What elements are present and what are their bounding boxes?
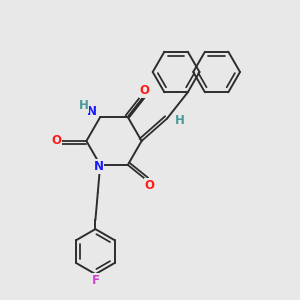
Text: F: F (92, 274, 99, 287)
Text: N: N (94, 160, 104, 173)
Text: O: O (51, 134, 62, 148)
Text: H: H (79, 99, 88, 112)
Text: O: O (139, 85, 149, 98)
Text: O: O (144, 179, 154, 192)
Text: N: N (87, 105, 97, 118)
Text: H: H (175, 114, 184, 128)
